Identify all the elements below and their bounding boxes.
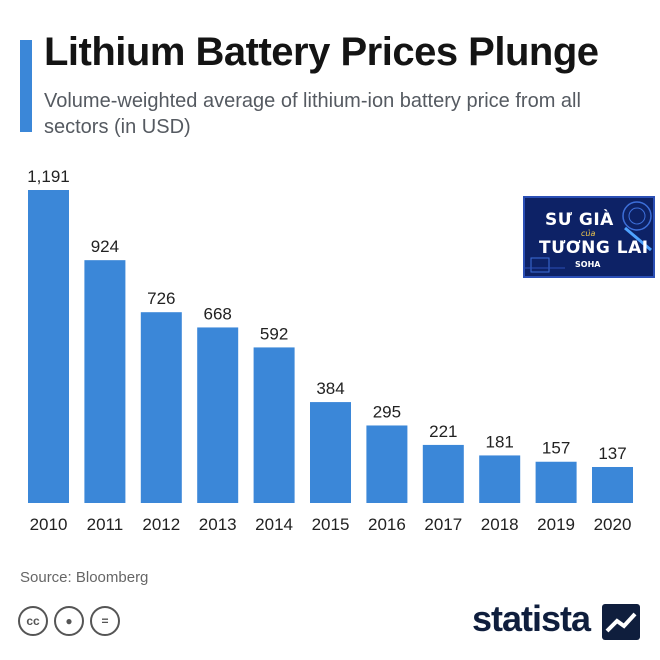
x-tick-2017: 2017 (424, 515, 462, 534)
watermark-decoration (525, 201, 652, 273)
x-tick-2011: 2011 (87, 515, 124, 534)
x-tick-2016: 2016 (368, 515, 406, 534)
chart-title: Lithium Battery Prices Plunge (44, 30, 599, 74)
x-tick-2014: 2014 (255, 515, 293, 534)
bar-2016 (366, 425, 408, 503)
bar-2020 (592, 466, 633, 503)
value-label-2011: 924 (91, 237, 119, 256)
value-label-2012: 726 (147, 289, 175, 308)
attribution-icon[interactable]: ● (54, 606, 84, 636)
chart-subtitle: Volume-weighted average of lithium-ion b… (44, 90, 581, 138)
x-tick-2019: 2019 (537, 515, 575, 534)
value-label-2016: 295 (373, 402, 401, 421)
bar-2015 (310, 402, 351, 503)
title-accent-bar (20, 40, 32, 132)
source-note: Source: Bloomberg (20, 569, 149, 586)
value-label-2019: 157 (542, 439, 570, 458)
value-label-2015: 384 (316, 379, 344, 398)
license-icons: cc ● = (18, 606, 120, 636)
bar-chart: 1,191 2010 924 2011 726 2012 668 2013 592 2014 384… (27, 167, 633, 534)
bar-2011 (84, 260, 126, 503)
x-tick-2018: 2018 (481, 515, 519, 534)
statista-logo-text[interactable]: statista (472, 598, 591, 639)
value-label-2018: 181 (486, 432, 514, 451)
bar-2010 (28, 190, 69, 503)
watermark-logo: SƯ GIÀ của TƯƠNG LAI SOHA (523, 196, 655, 278)
bar-2014 (253, 347, 295, 503)
value-label-2014: 592 (260, 324, 288, 343)
bar-2017 (422, 444, 464, 503)
statista-logo-icon[interactable] (602, 604, 640, 640)
cc-icon[interactable]: cc (18, 606, 48, 636)
watermark-brand: SOHA (575, 260, 601, 269)
watermark-line-2: TƯƠNG LAI (539, 238, 649, 258)
value-label-2010: 1,191 (27, 167, 70, 186)
value-label-2020: 137 (598, 444, 626, 463)
bar-2012 (140, 312, 182, 503)
bar-2019 (535, 461, 577, 503)
bar-2013 (197, 327, 239, 503)
bar-2018 (479, 455, 521, 503)
value-label-2013: 668 (204, 304, 232, 323)
x-tick-2012: 2012 (142, 515, 180, 534)
watermark-line-1: SƯ GIÀ (545, 210, 614, 230)
x-tick-2015: 2015 (312, 515, 350, 534)
no-derivatives-icon[interactable]: = (90, 606, 120, 636)
x-tick-2013: 2013 (199, 515, 237, 534)
x-tick-2020: 2020 (594, 515, 632, 534)
watermark-small-text: của (581, 229, 596, 238)
value-label-2017: 221 (429, 422, 457, 441)
x-tick-2010: 2010 (30, 515, 68, 534)
